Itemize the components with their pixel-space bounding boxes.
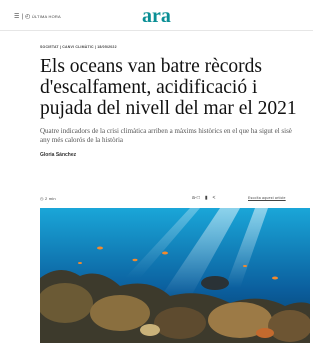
article-image: [40, 208, 310, 343]
article-subtitle: Quatre indicadors de la crisi climàtica …: [40, 127, 295, 145]
page: ☰ | ◴ ÚLTIMA HORA ara SOCIETAT | CANVI C…: [0, 0, 313, 343]
breadcrumb[interactable]: SOCIETAT | CANVI CLIMÀTIC | 18/05/2022: [40, 45, 117, 49]
article-title: Els oceans van batre rècords d'escalfame…: [40, 56, 308, 119]
share-icons[interactable]: a‑□ ▮ <: [192, 195, 216, 201]
reading-time: ◷ 2 min: [40, 196, 56, 201]
author[interactable]: Gloria Sánchez: [40, 152, 76, 158]
reading-time-text: 2 min: [45, 196, 56, 201]
listen-link[interactable]: Escolta aquest article: [248, 196, 286, 200]
toolbar: ◷ 2 min a‑□ ▮ < Escolta aquest article: [40, 193, 310, 203]
logo[interactable]: ara: [0, 5, 313, 28]
